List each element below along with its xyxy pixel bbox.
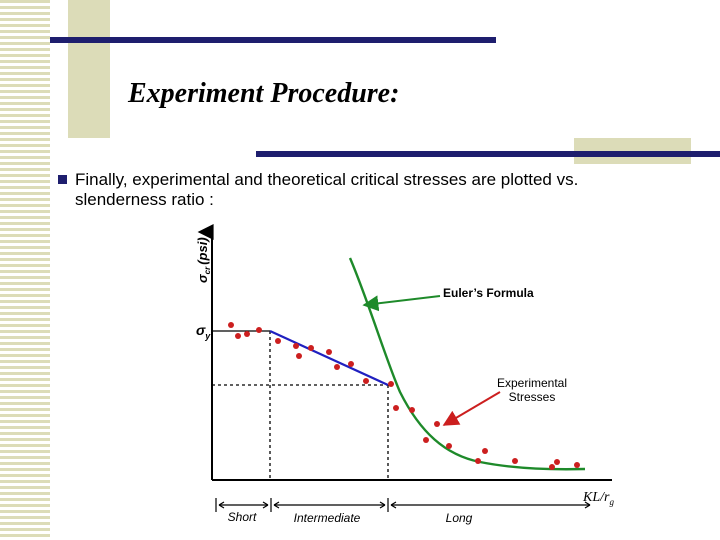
euler-label: Euler’s Formula — [443, 286, 534, 300]
tan-accent-block — [68, 0, 110, 138]
data-point — [554, 459, 560, 465]
data-point — [475, 458, 481, 464]
experimental-label-line2: Stresses — [509, 390, 556, 404]
y-axis-label: σcr(psi) — [195, 237, 212, 283]
bullet-text-line1: Finally, experimental and theoretical cr… — [75, 170, 579, 189]
slide-title: Experiment Procedure: — [128, 78, 400, 109]
intermediate-line — [269, 329, 389, 387]
data-point — [393, 405, 399, 411]
title-bottom-bar — [256, 151, 720, 157]
data-point — [256, 327, 262, 333]
data-point — [434, 421, 440, 427]
region-short-label: Short — [228, 510, 257, 524]
data-point — [363, 378, 369, 384]
region-intermediate-label: Intermediate — [294, 511, 361, 525]
data-point — [482, 448, 488, 454]
left-stripe-decoration — [0, 0, 50, 540]
region-brackets — [215, 498, 591, 512]
experimental-pointer-arrow — [442, 391, 501, 426]
data-point — [574, 462, 580, 468]
experimental-label-line1: Experimental — [497, 376, 567, 390]
data-point — [334, 364, 340, 370]
arrowhead — [390, 501, 591, 509]
data-point — [244, 331, 250, 337]
data-point — [228, 322, 234, 328]
data-point — [512, 458, 518, 464]
x-axis-label: KL/rg — [582, 490, 614, 507]
data-point — [409, 407, 415, 413]
data-point — [348, 361, 354, 367]
euler-curve — [348, 257, 586, 471]
bullet-text-line2: slenderness ratio : — [75, 190, 214, 209]
arrowhead — [218, 501, 269, 509]
region-long-label: Long — [446, 511, 473, 525]
bullet-line-1: Finally, experimental and theoretical cr… — [58, 170, 658, 190]
experimental-points — [228, 322, 580, 470]
data-point — [423, 437, 429, 443]
data-point — [308, 345, 314, 351]
data-point — [326, 349, 332, 355]
data-point — [388, 381, 394, 387]
arrowhead — [273, 501, 386, 509]
data-point — [275, 338, 281, 344]
data-point — [293, 343, 299, 349]
bullet-square-icon — [58, 175, 67, 184]
yield-stress-label: σy — [196, 322, 211, 341]
data-point — [296, 353, 302, 359]
euler-pointer-arrow — [362, 295, 441, 312]
data-point — [446, 443, 452, 449]
data-point — [549, 464, 555, 470]
data-point — [235, 333, 241, 339]
title-top-bar — [50, 37, 496, 43]
bullet-text: Finally, experimental and theoretical cr… — [58, 170, 658, 210]
